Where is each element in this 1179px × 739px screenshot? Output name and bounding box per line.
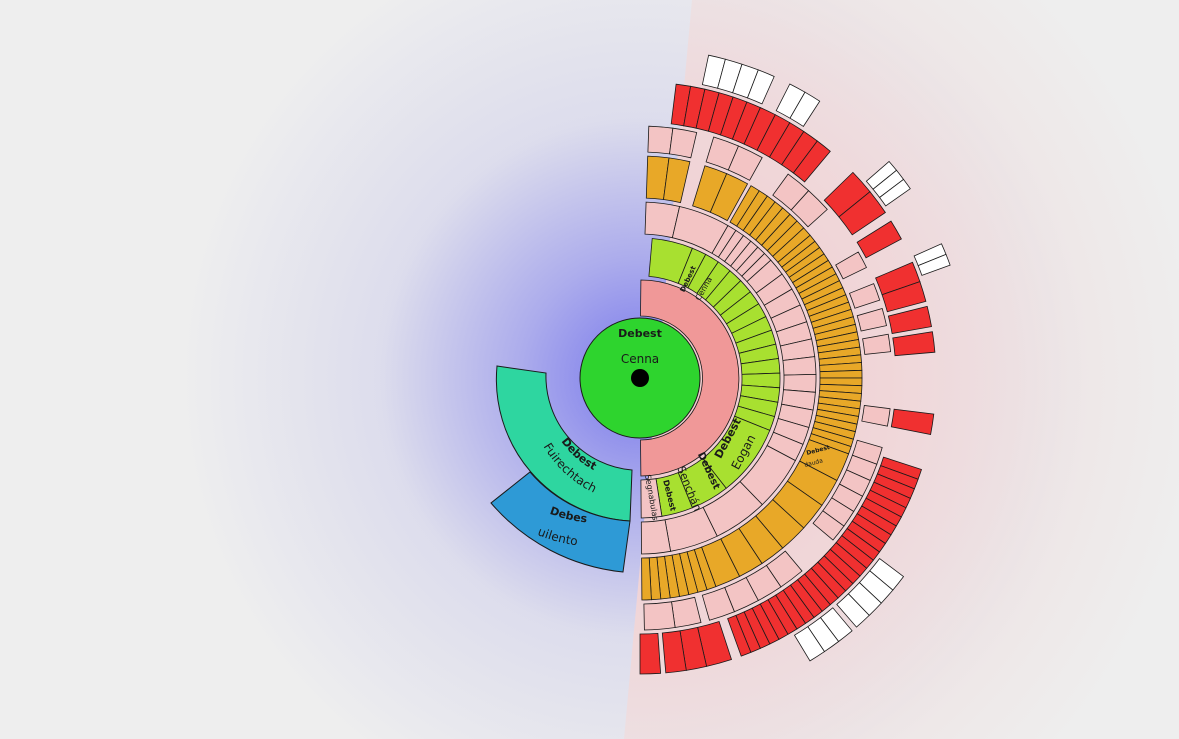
gen6-segment-140[interactable] xyxy=(881,281,927,313)
gen5-segment-110[interactable] xyxy=(856,308,887,332)
gen6-segment-173[interactable] xyxy=(639,632,662,675)
gen1-segment-0[interactable] xyxy=(640,279,740,477)
root-person[interactable]: Debest Cenna xyxy=(579,317,701,439)
gen4-segment-48[interactable] xyxy=(709,173,749,222)
gen3-segment-36[interactable] xyxy=(783,373,817,393)
gen4-segment-76[interactable] xyxy=(819,369,863,379)
gen6-segment-135[interactable] xyxy=(792,140,831,183)
gen6-segment-143[interactable] xyxy=(890,408,935,435)
gen6-segment-138[interactable] xyxy=(856,220,902,259)
gen6-segment-169[interactable] xyxy=(727,614,752,657)
gen5-segment-124[interactable] xyxy=(643,601,676,631)
gen6-segment-172[interactable] xyxy=(661,630,687,674)
gen5-segment-107[interactable] xyxy=(790,190,828,228)
gen6-segment-137[interactable] xyxy=(838,191,886,236)
gen7-segment-182[interactable] xyxy=(879,178,911,207)
ancestor-segment-cuilentom[interactable] xyxy=(490,471,631,573)
gen7-segment-177[interactable] xyxy=(746,69,775,105)
gen5-segment-103[interactable] xyxy=(669,127,698,159)
gen6-segment-141[interactable] xyxy=(887,305,932,334)
gen5-segment-109[interactable] xyxy=(848,283,881,309)
gen2-empty-segment-20[interactable] xyxy=(640,478,663,519)
center-dot xyxy=(631,369,649,387)
gen5-segment-118[interactable] xyxy=(812,510,845,541)
gen4-segment-101[interactable] xyxy=(641,557,652,601)
gen3-segment-44[interactable] xyxy=(640,519,672,555)
root-name: Cenna xyxy=(621,352,659,366)
ancestor-rings: Debest Fuirechtach Debest Cuilentom xyxy=(0,0,633,573)
gen5-segment-123[interactable] xyxy=(671,596,702,628)
gen5-segment-112[interactable] xyxy=(861,405,891,427)
ancestor2-name: Cuilentom xyxy=(0,0,579,548)
gen7-segment-179[interactable] xyxy=(789,91,821,127)
ancestor2-title: Debest xyxy=(0,0,588,526)
gen7-segment-184[interactable] xyxy=(917,253,951,276)
gen4-segment-46[interactable] xyxy=(663,157,691,204)
grandchild-dauda-name: dauda xyxy=(804,457,824,469)
root-title: Debest xyxy=(618,327,662,340)
gen5-segment-102[interactable] xyxy=(647,125,674,155)
gen6-segment-142[interactable] xyxy=(892,331,936,357)
descendant-rings xyxy=(639,54,951,675)
gen5-segment-108[interactable] xyxy=(835,251,868,280)
gen5-segment-122[interactable] xyxy=(701,586,735,621)
gen7-segment-188[interactable] xyxy=(836,593,870,628)
gen5-segment-105[interactable] xyxy=(727,145,763,181)
gen5-segment-111[interactable] xyxy=(862,333,892,355)
gen7-segment-191[interactable] xyxy=(793,626,826,662)
